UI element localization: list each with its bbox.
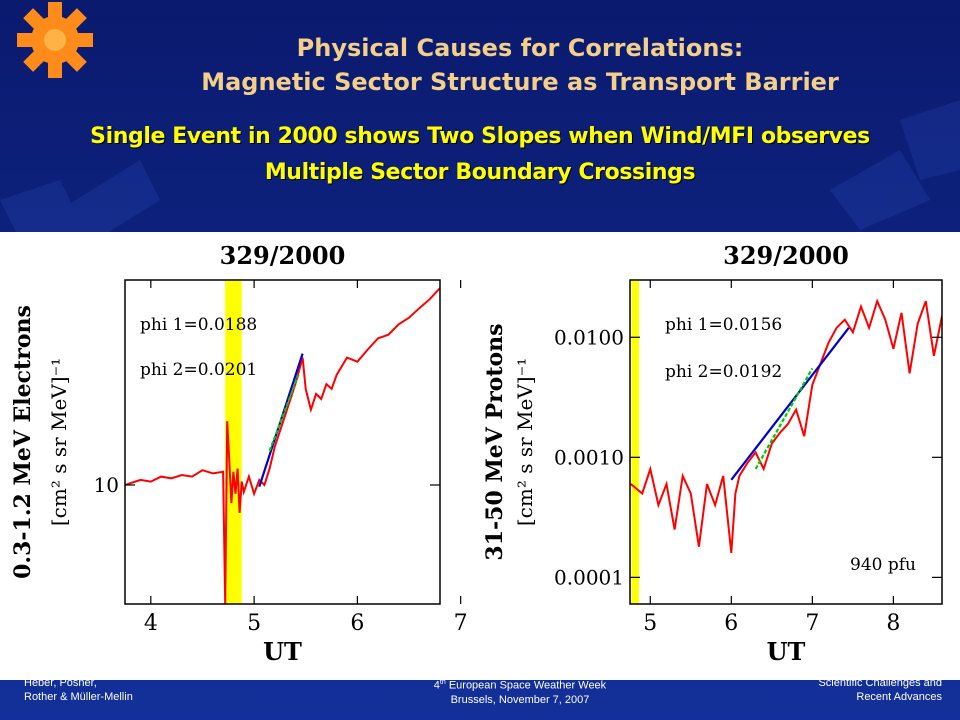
plot-frame — [629, 279, 943, 605]
electron-flux-chart: 329/2000 4 5 6 7 10 UT 0.3-1.2 MeV Electrons [cm… — [10, 241, 468, 666]
y-tick-label: 10 — [94, 473, 119, 497]
chart-title: 329/2000 — [723, 241, 849, 270]
y-tick-label: 0.0001 — [554, 565, 624, 589]
y-axis-unit-label: [cm² s sr MeV]⁻¹ — [47, 358, 71, 526]
proton-flux-chart: 329/2000 5 6 7 8 0.0100 0.0010 0.0001 UT 31-50 Me… — [482, 241, 943, 666]
footer-topic-line1: Scientific Challenges and — [818, 677, 942, 689]
x-axis-label: UT — [263, 637, 302, 666]
footer-authors-line1: Heber, Posner, — [24, 677, 97, 689]
y-axis-label: 31-50 MeV Protons — [482, 323, 508, 560]
chart-annotation: phi 1=0.0156 — [665, 315, 782, 335]
fit-line-phi2 — [268, 374, 300, 452]
plot-frame — [124, 279, 441, 605]
footer-event-name: European Space Weather Week — [445, 679, 607, 692]
slide-title-line2: Magnetic Sector Structure as Transport B… — [201, 68, 839, 96]
series-group — [125, 287, 440, 604]
footer-event-number: 4 — [433, 679, 440, 692]
chart-annotation: phi 2=0.0201 — [140, 360, 257, 380]
y-tick-label: 0.0010 — [554, 445, 624, 469]
y-axis-unit-label: [cm² s sr MeV]⁻¹ — [513, 358, 537, 526]
slide-subtitle-line2: Multiple Sector Boundary Crossings — [264, 160, 696, 185]
footer-event-ordinal: th — [439, 679, 446, 686]
slide-title-line1: Physical Causes for Correlations: — [296, 34, 744, 62]
footer-topic: Scientific Challenges and Recent Advance… — [818, 676, 942, 704]
flux-series-line — [125, 287, 440, 604]
flux-series-line — [630, 298, 942, 554]
y-tick-label: 0.0100 — [554, 325, 624, 349]
x-tick-label: 5 — [247, 611, 261, 636]
chart-annotation: phi 2=0.0192 — [665, 362, 782, 382]
shaded-band — [631, 280, 639, 604]
figure-panel: 329/2000 4 5 6 7 10 UT 0.3-1.2 MeV Electrons [cm… — [0, 232, 960, 680]
y-axis-label: 0.3-1.2 MeV Electrons — [10, 305, 36, 579]
slide-subtitle-line1: Single Event in 2000 shows Two Slopes wh… — [90, 124, 870, 149]
chart-title: 329/2000 — [220, 241, 346, 270]
fit-line-phi2 — [754, 367, 814, 470]
shaded-band — [225, 280, 242, 604]
x-tick-label: 5 — [643, 611, 657, 636]
footer-event: 4th European Space Weather Week Brussels… — [330, 676, 710, 707]
chart-annotation: 940 pfu — [850, 555, 916, 575]
x-tick-label: 4 — [144, 611, 158, 636]
footer-authors: Heber, Posner, Rother & Müller-Mellin — [24, 676, 133, 704]
x-tick-label: 7 — [805, 611, 819, 636]
footer-authors-line2: Rother & Müller-Mellin — [24, 691, 133, 703]
series-group — [630, 298, 942, 554]
x-tick-label: 8 — [886, 611, 900, 636]
chart-annotation: phi 1=0.0188 — [140, 315, 257, 335]
x-axis-label: UT — [767, 637, 806, 666]
x-tick-label: 7 — [454, 611, 468, 636]
x-tick-label: 6 — [350, 611, 364, 636]
x-tick-label: 6 — [724, 611, 738, 636]
sun-gear-icon — [17, 2, 93, 78]
footer-topic-line2: Recent Advances — [856, 691, 942, 703]
footer-event-line2: Brussels, November 7, 2007 — [450, 693, 590, 706]
footer-event-line1: 4th European Space Weather Week — [330, 676, 710, 693]
fit-line-phi1 — [730, 327, 850, 481]
